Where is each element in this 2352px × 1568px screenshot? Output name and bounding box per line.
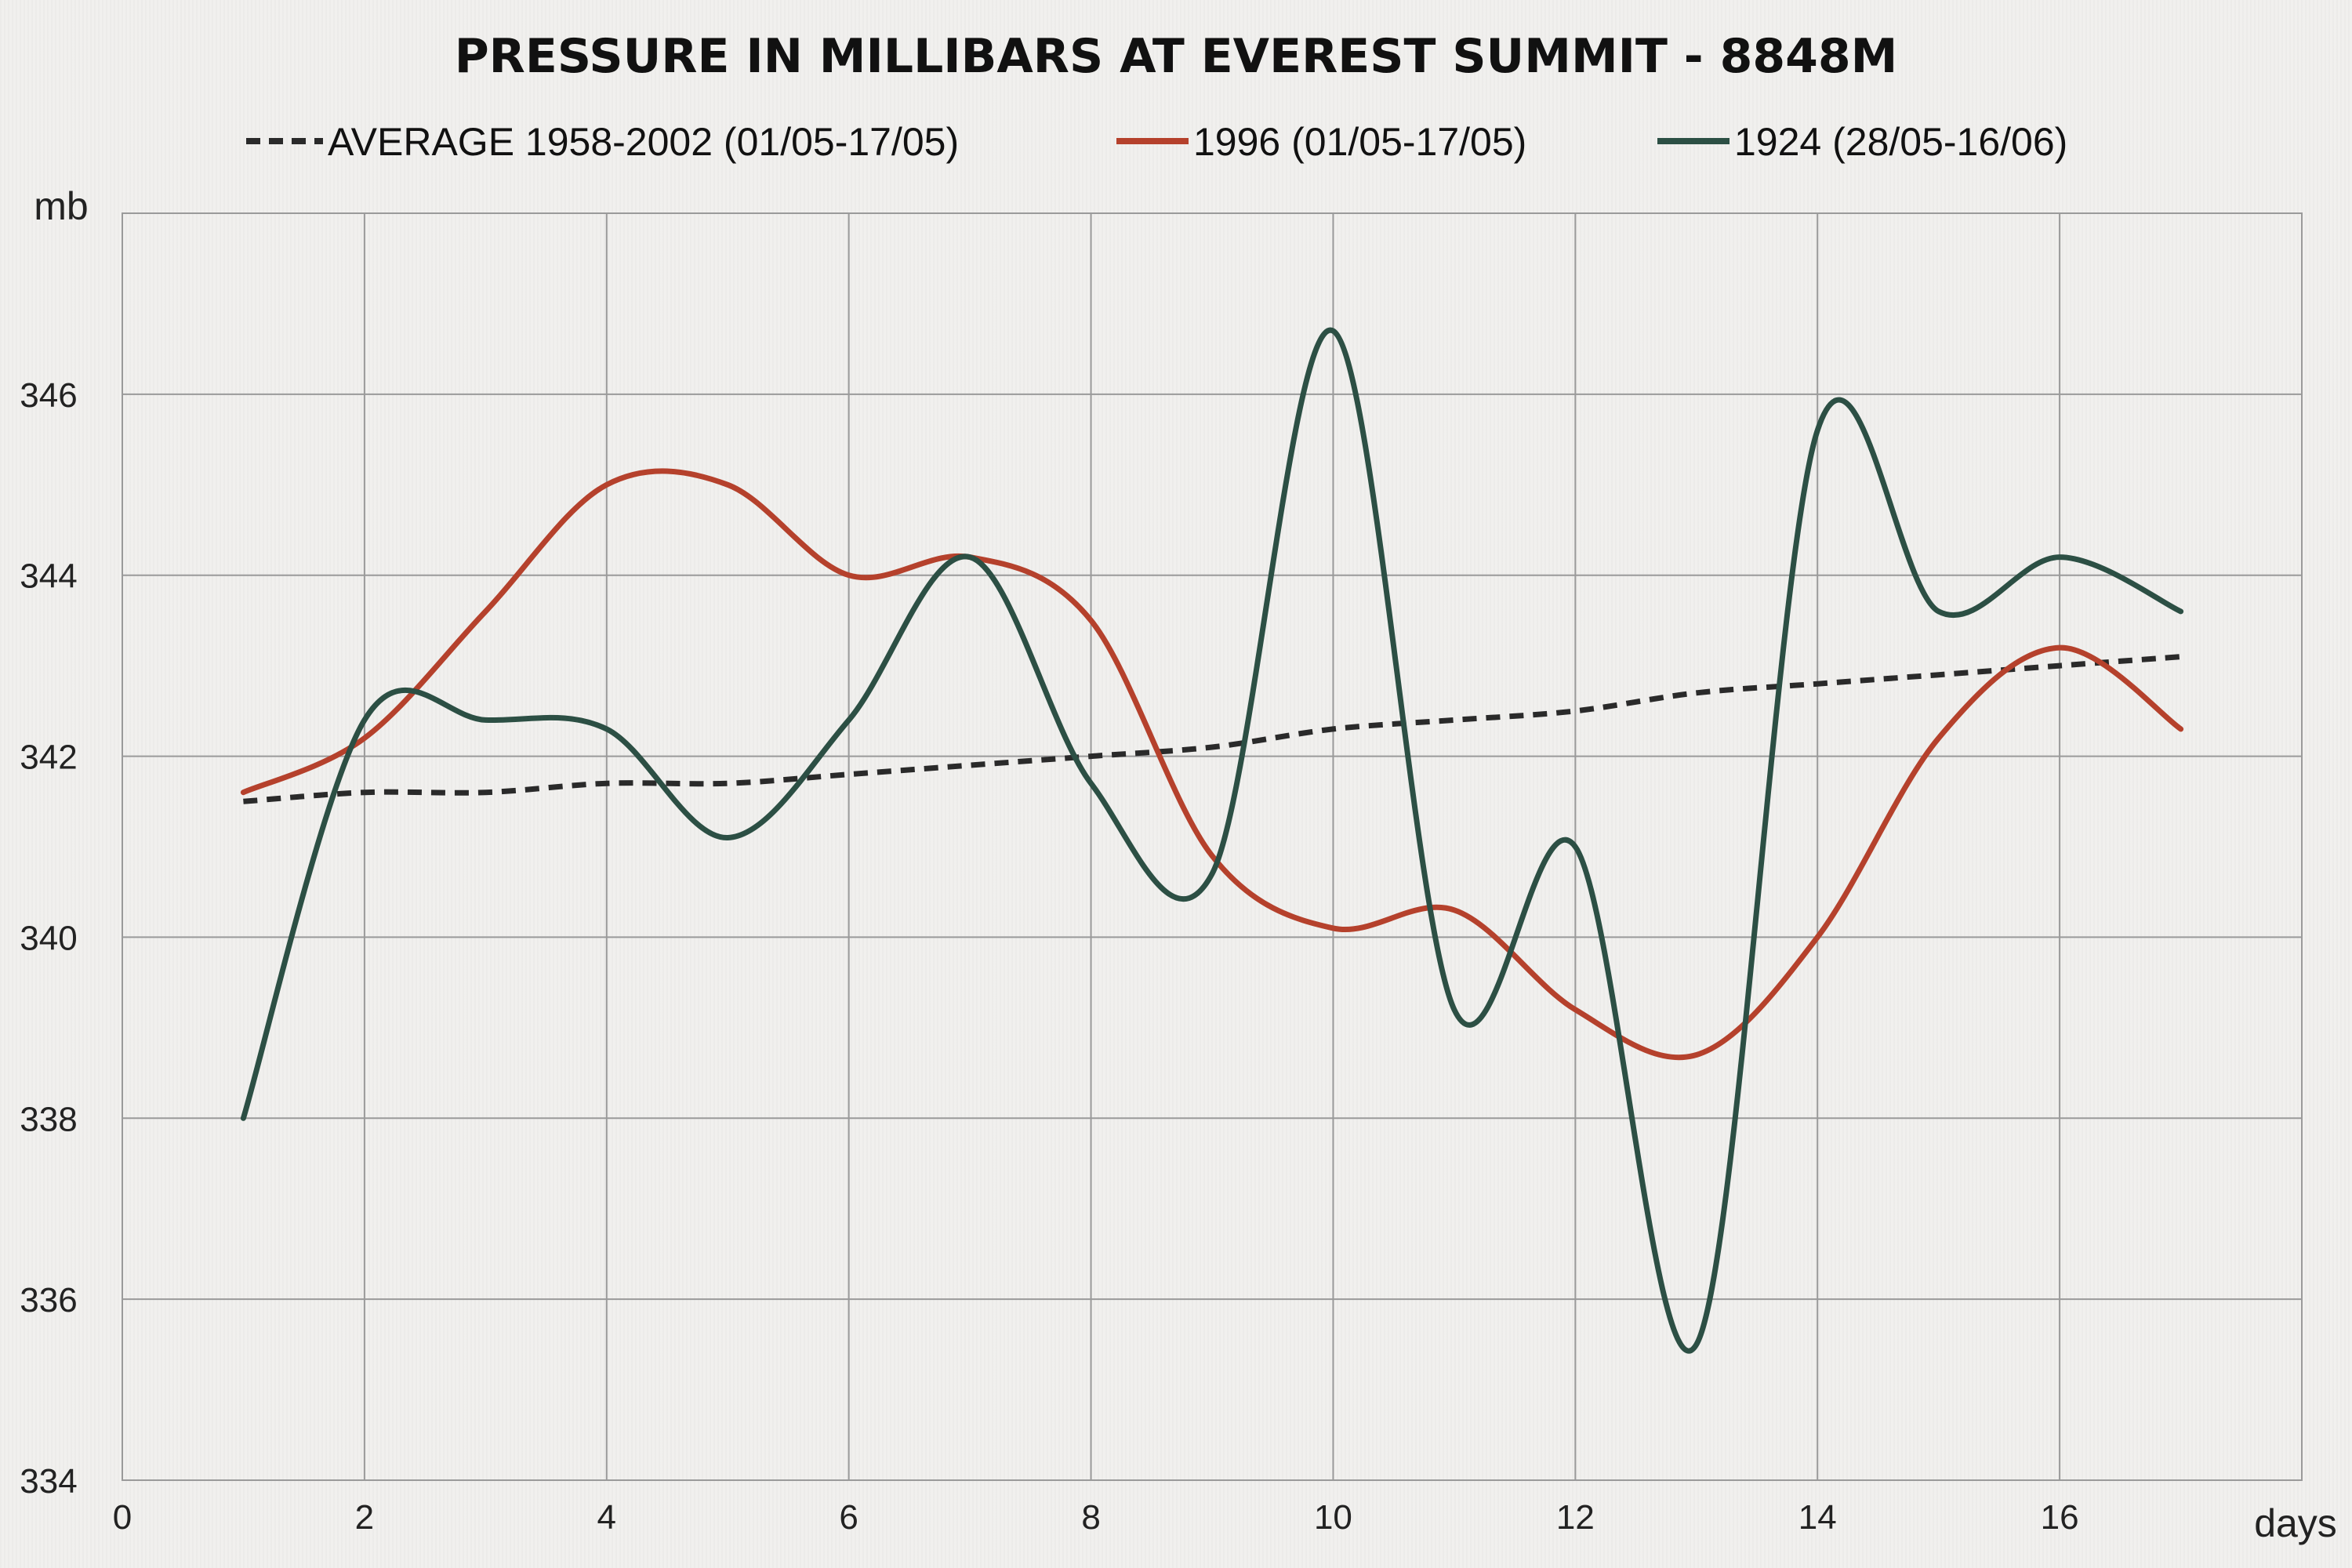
series-layer <box>240 327 2184 1354</box>
x-tick-label: 16 <box>2041 1498 2079 1537</box>
series-1996-line <box>240 468 2184 1061</box>
x-tick-label: 10 <box>1314 1498 1352 1537</box>
x-tick-label: 0 <box>113 1498 132 1537</box>
legend-item-1996: 1996 (01/05-17/05) <box>1116 120 1526 164</box>
legend-item-1924: 1924 (28/05-16/06) <box>1657 120 2067 164</box>
y-tick-label: 346 <box>20 376 77 415</box>
y-tick-label: 338 <box>20 1100 77 1138</box>
x-axis-label: days <box>2254 1501 2337 1545</box>
x-tick-label: 8 <box>1081 1498 1100 1537</box>
series-average-line <box>243 654 2181 804</box>
x-tick-label: 2 <box>355 1498 374 1537</box>
grid <box>122 212 2303 1481</box>
y-tick-label: 340 <box>20 919 77 957</box>
y-tick-label: 344 <box>20 557 77 596</box>
y-tick-label: 336 <box>20 1281 77 1319</box>
y-axis-label: mb <box>34 184 88 228</box>
legend-label: 1924 (28/05-16/06) <box>1734 120 2067 164</box>
y-tick-label: 342 <box>20 739 77 777</box>
x-tick-label: 6 <box>839 1498 858 1537</box>
x-tick-label: 4 <box>597 1498 616 1537</box>
y-tick-label: 334 <box>20 1462 77 1501</box>
legend-item-average: AVERAGE 1958-2002 (01/05-17/05) <box>246 120 959 164</box>
x-tick-label: 12 <box>1556 1498 1595 1537</box>
chart-title: PRESSURE IN MILLIBARS AT EVEREST SUMMIT … <box>455 29 1898 84</box>
x-tick-label: 14 <box>1798 1498 1837 1537</box>
legend: AVERAGE 1958-2002 (01/05-17/05) 1996 (01/… <box>246 120 2067 164</box>
tick-labels: 0 2 4 6 8 10 12 14 16 334 336 338 340 342 344 346 <box>20 376 2078 1537</box>
series-1924-line <box>240 327 2184 1354</box>
legend-label: AVERAGE 1958-2002 (01/05-17/05) <box>328 120 959 164</box>
plot-area-frame <box>122 212 2303 1481</box>
legend-label: 1996 (01/05-17/05) <box>1193 120 1526 164</box>
